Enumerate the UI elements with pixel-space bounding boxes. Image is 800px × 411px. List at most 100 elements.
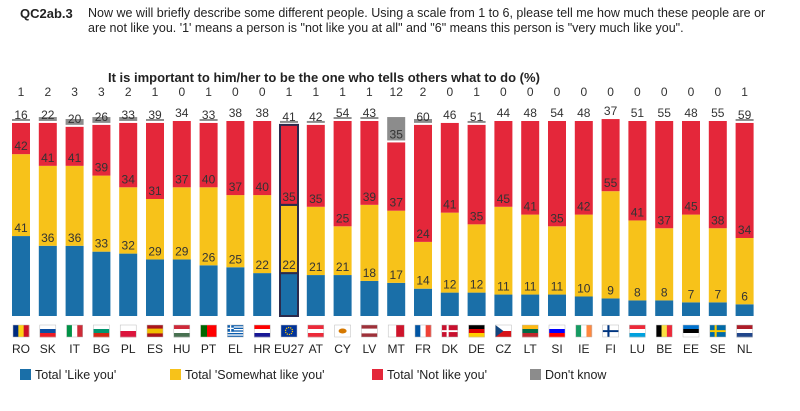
category-label: EU27 — [274, 342, 304, 356]
flag-el-stripe — [227, 331, 244, 333]
flag-hu-stripe — [173, 329, 190, 334]
bar-somewhat — [306, 206, 325, 276]
value-label-dont-know: 0 — [446, 85, 453, 99]
value-label-dont-know: 3 — [71, 85, 78, 99]
bar-somewhat — [521, 214, 540, 295]
value-label-somewhat: 40 — [256, 180, 270, 194]
flag-cz-triangle — [495, 325, 504, 337]
flag-sk-border — [39, 324, 57, 338]
value-label-dont-know: 0 — [607, 85, 614, 99]
value-label-dont-know: 0 — [232, 85, 239, 99]
value-label-dont-know: 0 — [554, 85, 561, 99]
bar-not-like — [735, 122, 754, 238]
bar-dont-know — [280, 120, 298, 123]
value-label-not-like: 51 — [631, 106, 645, 120]
flag-at-stripe — [307, 333, 324, 338]
flag-fr-stripe — [425, 325, 432, 337]
bar-somewhat — [12, 154, 30, 237]
value-label-somewhat: 31 — [148, 184, 162, 198]
flag-cz-stripe — [495, 325, 512, 331]
value-label-like: 7 — [714, 287, 721, 301]
flag-dk-border — [441, 324, 459, 338]
flag-es-stripe — [147, 328, 163, 334]
value-label-dont-know: 1 — [339, 85, 346, 99]
bar-not-like — [172, 121, 191, 188]
value-label-not-like: 39 — [148, 108, 162, 122]
value-label-somewhat: 37 — [229, 180, 243, 194]
flag-ee-stripe — [683, 325, 699, 330]
flag-mt-stripe — [396, 325, 405, 337]
value-label-not-like: 55 — [658, 106, 672, 120]
bar-not-like — [467, 124, 486, 225]
value-label-like: 12 — [470, 278, 484, 292]
flag-nl-stripe — [736, 333, 753, 338]
value-label-like: 7 — [688, 287, 695, 301]
flag-be-stripe — [656, 325, 662, 337]
bar-somewhat — [548, 226, 566, 295]
value-label-somewhat: 41 — [443, 198, 457, 212]
bar-somewhat — [360, 204, 379, 281]
value-label-somewhat: 41 — [631, 205, 645, 219]
bar-like — [92, 251, 111, 316]
flag-nl-stripe — [736, 329, 753, 334]
bar-like — [548, 294, 566, 316]
value-label-somewhat: 45 — [497, 192, 511, 206]
value-label-dont-know: 1 — [366, 85, 373, 99]
flag-se-border — [709, 324, 727, 338]
value-label-like: 21 — [309, 260, 323, 274]
bar-not-like — [655, 121, 674, 229]
flag-lu-stripe — [629, 333, 646, 338]
bar-like — [467, 292, 486, 316]
bar-dont-know — [199, 119, 218, 121]
flag-si-stripe — [549, 329, 565, 334]
category-label: EE — [683, 342, 699, 356]
flag-mt-stripe — [388, 325, 397, 337]
bar-like — [682, 302, 700, 316]
value-label-not-like: 16 — [14, 108, 28, 122]
bar-somewhat — [628, 220, 647, 301]
value-label-like: 36 — [68, 231, 82, 245]
flag-at-stripe — [307, 325, 324, 330]
value-label-somewhat: 38 — [711, 213, 725, 227]
value-label-like: 21 — [336, 260, 350, 274]
category-label: RO — [12, 342, 30, 356]
bar-like — [279, 272, 299, 318]
flag-eu27-stars — [284, 326, 294, 336]
flag-el-border — [227, 324, 244, 338]
bar-like — [333, 275, 352, 316]
bar-not-like — [38, 122, 57, 166]
bar-like — [360, 280, 379, 316]
value-label-not-like: 34 — [175, 106, 189, 120]
value-label-dont-know: 3 — [98, 85, 105, 99]
value-label-like: 22 — [256, 258, 270, 272]
value-label-not-like: 43 — [363, 106, 377, 120]
flag-fi-border — [602, 324, 619, 338]
flag-hr-stripe — [254, 329, 271, 334]
flag-hr-stripe — [254, 333, 271, 338]
flag-pt-stripe — [200, 325, 207, 337]
flag-pl-stripe — [120, 325, 137, 332]
value-label-dont-know: 0 — [500, 85, 507, 99]
bar-somewhat — [199, 187, 218, 266]
chart-subtitle: It is important to him/her to be the one… — [108, 70, 540, 85]
value-label-not-like: 41 — [282, 110, 296, 124]
flag-be-stripe — [666, 325, 673, 337]
bar-somewhat — [655, 228, 674, 301]
bar-not-like — [65, 126, 84, 166]
flag-es-border — [146, 324, 164, 338]
value-label-like: 17 — [390, 268, 404, 282]
bar-dont-know — [65, 119, 84, 125]
bar-dont-know — [387, 117, 406, 141]
bar-somewhat — [146, 199, 164, 260]
bar-dont-know — [119, 117, 138, 121]
bar-not-like — [253, 121, 272, 196]
flag-ie-stripe — [586, 325, 593, 337]
category-label: HU — [173, 342, 190, 356]
bar-like — [146, 259, 164, 316]
bar-not-like — [12, 122, 30, 155]
value-label-somewhat: 41 — [41, 151, 55, 165]
flag-si-stripe — [549, 325, 565, 330]
value-label-like: 8 — [661, 285, 668, 299]
flag-fi-cross — [602, 330, 619, 333]
value-label-somewhat: 55 — [604, 176, 618, 190]
